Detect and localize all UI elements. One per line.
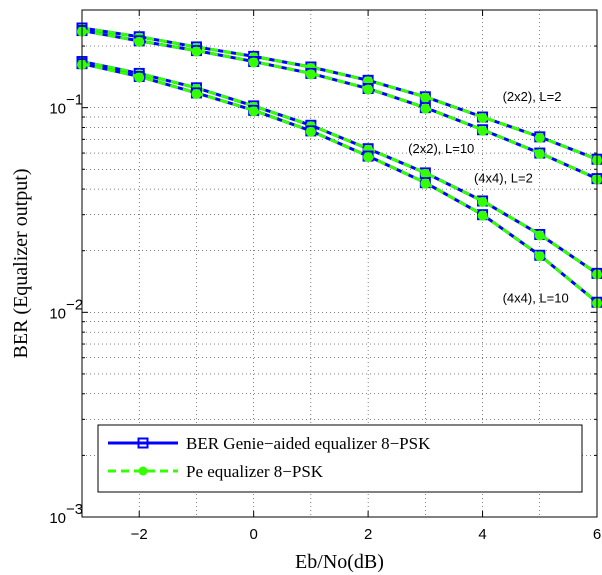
y-tick-exponent: −3	[66, 501, 83, 518]
point-pe	[248, 106, 259, 117]
x-tick-label: −2	[131, 526, 148, 543]
point-pe	[477, 210, 488, 221]
point-pe	[305, 69, 316, 80]
legend-box	[97, 424, 583, 493]
series-layer	[76, 22, 602, 309]
x-axis-label: Eb/No(dB)	[295, 551, 384, 573]
y-axis-label: BER (Equalizer output)	[10, 169, 32, 359]
y-tick-exponent: −1	[66, 92, 83, 109]
point-pe	[134, 36, 145, 47]
point-pe	[248, 57, 259, 68]
x-tick-label: 4	[478, 526, 486, 543]
point-pe	[134, 72, 145, 83]
y-tick-label: 10	[49, 101, 66, 118]
curve-annotation: (2x2), L=10	[408, 141, 474, 156]
series-line-pe	[81, 29, 598, 181]
y-tick-exponent: −2	[66, 296, 83, 313]
y-tick-label: 10	[49, 510, 66, 527]
point-pe	[477, 196, 488, 207]
point-pe	[420, 168, 431, 179]
point-pe	[363, 84, 374, 95]
y-tick-label: 10	[49, 305, 66, 322]
point-pe	[191, 88, 202, 99]
curve-annotation: (4x4), L=2	[474, 171, 533, 186]
curve-annotation: (2x2), L=2	[503, 89, 562, 104]
point-pe	[420, 103, 431, 114]
series-line-pe	[81, 26, 598, 161]
plot-frame	[81, 9, 598, 518]
legend-marker-square	[137, 437, 149, 449]
point-pe	[420, 92, 431, 103]
legend-entry-genie: BER Genie−aided equalizer 8−PSK	[108, 434, 431, 453]
series-line-genie	[81, 29, 598, 181]
legend-marker-circle	[138, 466, 148, 476]
point-pe	[534, 132, 545, 143]
point-pe	[534, 230, 545, 241]
legend-label-pe: Pe equalizer 8−PSK	[186, 462, 324, 481]
point-pe	[477, 113, 488, 124]
point-pe	[477, 125, 488, 136]
point-pe	[534, 149, 545, 160]
legend: BER Genie−aided equalizer 8−PSK Pe equal…	[97, 424, 583, 493]
x-tick-label: 6	[593, 526, 601, 543]
series-line-genie	[81, 62, 598, 304]
point-pe	[363, 152, 374, 163]
x-tick-label: 0	[249, 526, 257, 543]
point-pe	[191, 46, 202, 57]
annotations: (2x2), L=2 (2x2), L=10(4x4), L=2 (4x4), L=…	[408, 89, 569, 305]
x-tick-label: 2	[364, 526, 372, 543]
legend-label-genie: BER Genie−aided equalizer 8−PSK	[186, 434, 431, 453]
point-pe	[305, 126, 316, 137]
ticks: −2 0 2 4 610−110−210−3	[49, 10, 601, 543]
curve-annotation: (4x4), L=10	[503, 290, 569, 305]
point-pe	[420, 178, 431, 189]
legend-entry-pe: Pe equalizer 8−PSK	[108, 462, 324, 481]
point-pe	[534, 251, 545, 262]
series-line-pe	[81, 60, 598, 275]
